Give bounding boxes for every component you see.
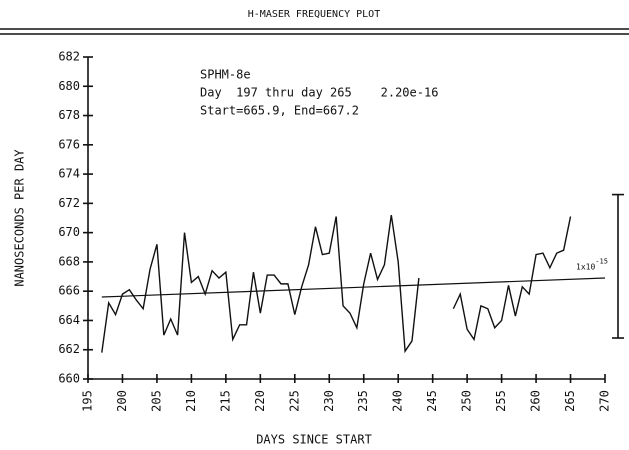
y-tick-label: 678 (58, 108, 80, 122)
chart-title: H-MASER FREQUENCY PLOT (248, 9, 380, 20)
x-tick-label: 220 (253, 390, 267, 412)
y-axis-label: NANOSECONDS PER DAY (13, 149, 27, 287)
x-tick-label: 200 (115, 390, 129, 412)
x-tick-label: 215 (218, 390, 232, 412)
y-tick-label: 664 (58, 313, 80, 327)
x-tick-label: 210 (184, 390, 198, 412)
x-tick-label: 205 (149, 390, 163, 412)
scale-label-base: 1x10 (576, 262, 595, 271)
y-tick-label: 666 (58, 284, 80, 298)
y-tick-label: 660 (58, 372, 80, 386)
x-tick-label: 250 (460, 390, 474, 412)
y-tick-label: 674 (58, 167, 80, 181)
y-tick-label: 682 (58, 50, 80, 64)
y-tick-label: 668 (58, 254, 80, 268)
y-tick-label: 676 (58, 137, 80, 151)
x-tick-label: 225 (287, 390, 301, 412)
x-tick-label: 260 (529, 390, 543, 412)
scale-label: 1x10-15 (576, 257, 608, 271)
annotation: SPHM-8e (200, 68, 251, 82)
x-tick-label: 195 (81, 390, 95, 412)
trend-line (101, 277, 606, 298)
x-tick-label: 270 (598, 390, 612, 412)
annotation: Day 197 thru day 265 2.20e-16 (200, 86, 438, 100)
y-tick-label: 662 (58, 342, 80, 356)
x-axis-label: DAYS SINCE START (256, 433, 372, 447)
y-tick-label: 672 (58, 196, 80, 210)
y-tick-label: 680 (58, 79, 80, 93)
x-tick-label: 245 (425, 390, 439, 412)
y-tick-label: 670 (58, 225, 80, 239)
x-tick-label: 265 (563, 390, 577, 412)
scale-label-exponent: -15 (595, 257, 608, 265)
x-tick-label: 255 (494, 390, 508, 412)
x-tick-label: 240 (391, 390, 405, 412)
x-tick-label: 235 (356, 390, 370, 412)
x-tick-label: 230 (322, 390, 336, 412)
series-line (101, 214, 572, 354)
annotation: Start=665.9, End=667.2 (200, 104, 359, 118)
